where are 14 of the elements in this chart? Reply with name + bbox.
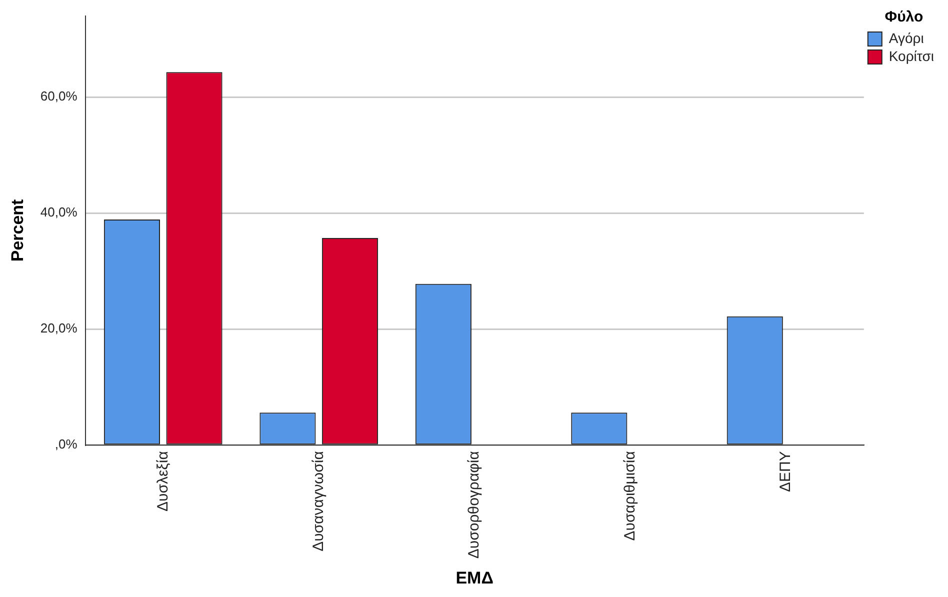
x-tick-label: ΔΕΠΥ xyxy=(777,451,794,492)
y-tick-label: 40,0% xyxy=(40,204,78,220)
legend-label: Αγόρι xyxy=(888,30,924,46)
y-axis-title: Percent xyxy=(8,198,27,262)
y-tick-label: ,0% xyxy=(54,436,78,452)
y-tick-label: 60,0% xyxy=(40,88,78,104)
x-tick-label: Δυσλεξία xyxy=(154,450,172,512)
x-tick-label: Δυσαριθμισία xyxy=(621,450,638,541)
x-axis-title: ΕΜΔ xyxy=(456,568,494,588)
x-tick-label: Δυσαναγνωσία xyxy=(310,450,327,552)
legend-title: Φύλο xyxy=(884,8,924,26)
y-tick-label: 20,0% xyxy=(40,320,78,336)
legend-label: Κορίτσι xyxy=(888,48,934,64)
x-tick-label: Δυσορθογραφία xyxy=(466,450,483,559)
